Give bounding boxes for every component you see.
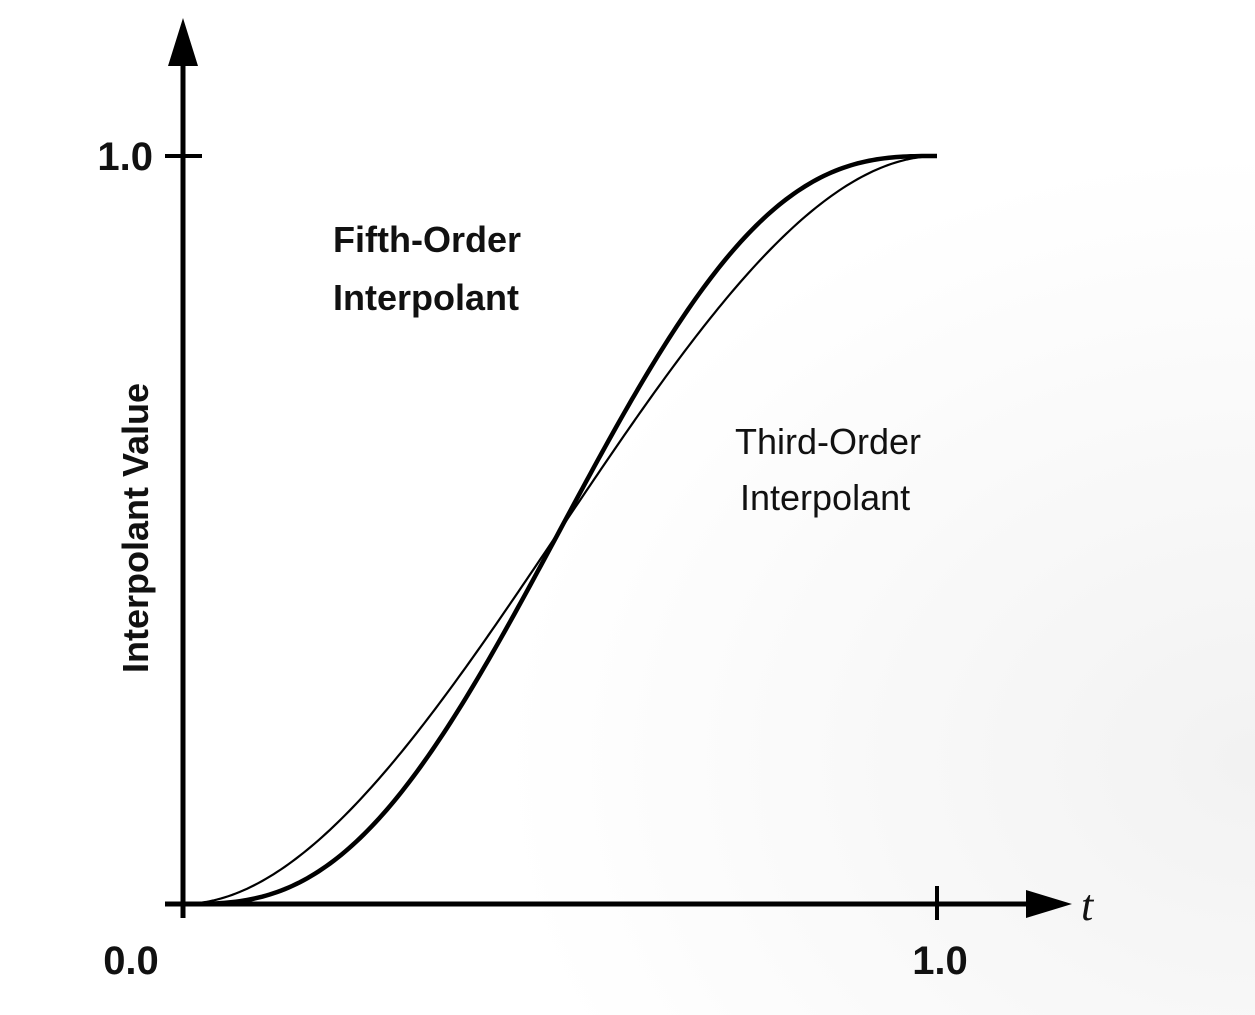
fifth-order-label-line2: Interpolant: [333, 277, 519, 318]
y-axis-arrow: [168, 18, 198, 66]
x-tick-label-1: 1.0: [912, 939, 968, 983]
third-order-label-line1: Third-Order: [735, 421, 921, 462]
x-axis-arrow: [1026, 890, 1072, 918]
third-order-label-line2: Interpolant: [740, 477, 910, 518]
fifth-order-label-line1: Fifth-Order: [333, 219, 521, 260]
fifth-order-curve: [183, 153, 937, 907]
y-tick-label-1: 1.0: [97, 135, 153, 179]
x-tick-label-0: 0.0: [103, 939, 159, 983]
x-axis-label: t: [1081, 881, 1095, 930]
y-axis-label: Interpolant Value: [115, 383, 156, 673]
